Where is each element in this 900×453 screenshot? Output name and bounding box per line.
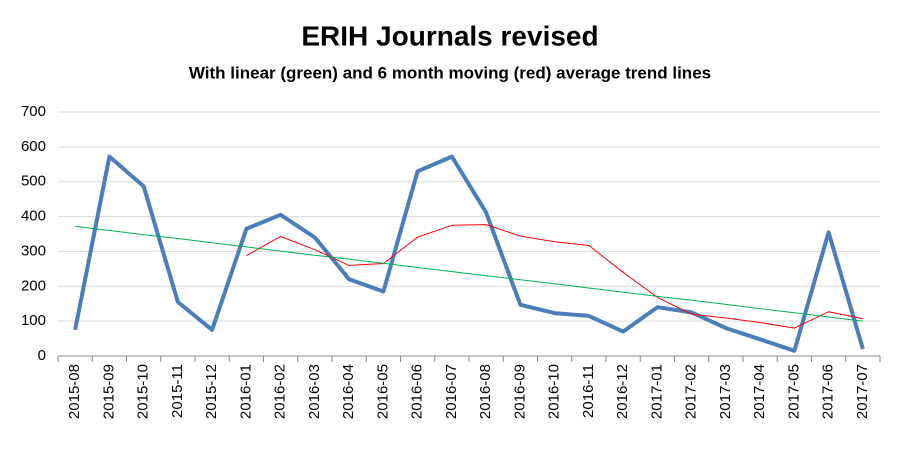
x-tick-label: 2017-01 [648, 364, 665, 419]
x-tick-label: 2017-06 [820, 364, 837, 419]
y-tick-label: 700 [21, 103, 46, 120]
y-tick-label: 0 [38, 347, 46, 364]
x-tick-label: 2016-01 [237, 364, 254, 419]
y-tick-label: 600 [21, 138, 46, 155]
y-tick-label: 200 [21, 277, 46, 294]
x-tick-label: 2016-06 [409, 364, 426, 419]
x-tick-label: 2016-05 [374, 364, 391, 419]
x-tick-label: 2017-07 [854, 364, 871, 419]
x-tick-label: 2017-05 [785, 364, 802, 419]
x-tick-label: 2017-02 [683, 364, 700, 419]
x-tick-label: 2016-12 [614, 364, 631, 419]
y-tick-label: 500 [21, 173, 46, 190]
x-tick-label: 2016-02 [272, 364, 289, 419]
x-tick-label: 2016-04 [340, 364, 357, 419]
y-tick-label: 300 [21, 242, 46, 259]
x-tick-label: 2015-10 [135, 364, 152, 419]
x-tick-label: 2017-03 [717, 364, 734, 419]
x-tick-label: 2016-09 [511, 364, 528, 419]
y-tick-label: 100 [21, 312, 46, 329]
x-tick-label: 2015-09 [100, 364, 117, 419]
x-tick-label: 2016-11 [580, 364, 597, 418]
series-line [73, 154, 865, 353]
series-line [75, 225, 863, 322]
x-tick-label: 2015-11 [169, 364, 186, 418]
series-line [246, 224, 863, 329]
x-tick-label: 2016-07 [443, 364, 460, 419]
x-tick-label: 2015-12 [203, 364, 220, 419]
y-tick-label: 400 [21, 208, 46, 225]
chart-subtitle: With linear (green) and 6 month moving (… [189, 63, 711, 82]
x-tick-label: 2017-04 [751, 364, 768, 419]
x-tick-label: 2015-08 [66, 364, 83, 419]
x-tick-label: 2016-10 [546, 364, 563, 419]
chart-title: ERIH Journals revised [301, 20, 598, 51]
x-tick-label: 2016-08 [477, 364, 494, 419]
x-tick-label: 2016-03 [306, 364, 323, 419]
